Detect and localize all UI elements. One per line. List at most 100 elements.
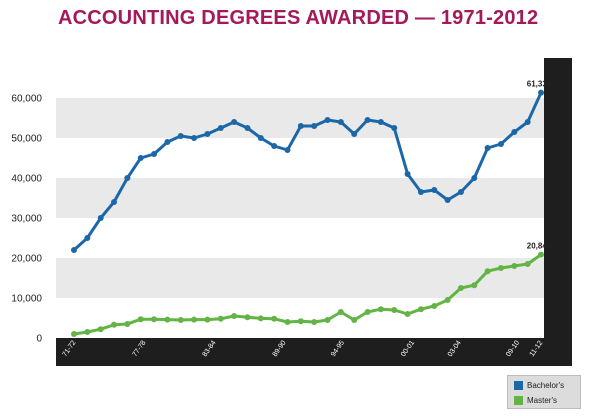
legend-swatch-bachelors (514, 381, 523, 390)
legend-swatch-masters (514, 396, 523, 405)
data-point (284, 319, 291, 325)
data-point (364, 117, 371, 123)
data-point (284, 147, 291, 153)
data-point (111, 321, 118, 328)
data-point (324, 117, 331, 123)
x-axis-bar (56, 338, 572, 366)
grid-band (56, 98, 544, 138)
data-point (417, 306, 424, 313)
data-point (204, 131, 211, 137)
data-point (257, 315, 264, 322)
data-point (524, 261, 531, 267)
legend-label-bachelors: Bachelor's (527, 381, 565, 390)
data-point (164, 316, 171, 323)
data-point (404, 171, 411, 177)
series-layer: 61,334 20,843 (71, 80, 552, 337)
data-point (84, 235, 91, 241)
data-label: 61,334 (527, 80, 552, 89)
data-point (417, 189, 424, 195)
data-point (404, 311, 411, 317)
data-point (337, 309, 344, 315)
grid-band (56, 178, 544, 218)
data-point (191, 316, 198, 323)
data-point (71, 247, 77, 253)
data-point (431, 303, 438, 309)
data-point (151, 316, 158, 323)
legend-item-masters: Master's (514, 396, 557, 405)
data-point (471, 282, 478, 289)
data-point (538, 251, 544, 258)
data-point (457, 285, 464, 291)
data-point (538, 89, 544, 96)
data-point (391, 125, 398, 131)
data-point (391, 307, 398, 313)
data-point (484, 145, 491, 151)
data-point (177, 317, 184, 323)
data-point (97, 215, 104, 221)
data-point (231, 313, 238, 319)
data-point (217, 315, 224, 322)
y-tick-label: 40,000 (11, 174, 42, 185)
data-point (151, 151, 158, 157)
data-point (137, 316, 144, 323)
data-point (351, 131, 358, 137)
data-point (524, 119, 531, 125)
data-point (111, 199, 118, 205)
y-tick-label: 50,000 (11, 134, 42, 145)
grid-band (56, 58, 544, 98)
data-point (324, 317, 331, 323)
legend-label-masters: Master's (527, 396, 557, 405)
data-point (97, 326, 104, 333)
data-point (217, 125, 224, 131)
data-label: 20,843 (527, 242, 552, 251)
data-point (497, 141, 504, 147)
data-point (377, 119, 384, 125)
y-tick-label: 0 (36, 334, 42, 345)
data-point (124, 175, 131, 181)
chart-title: ACCOUNTING DEGREES AWARDED — 1971-2012 (58, 7, 539, 29)
grid-band (56, 138, 544, 178)
y-tick-label: 20,000 (11, 254, 42, 265)
data-point (191, 135, 198, 141)
y-tick-label: 10,000 (11, 294, 42, 305)
grid-bands (56, 58, 544, 338)
data-point (311, 123, 318, 129)
data-point (231, 119, 238, 125)
data-point (364, 309, 371, 315)
data-point (257, 135, 264, 141)
data-point (337, 119, 344, 125)
data-point (311, 319, 318, 325)
data-point (297, 123, 304, 129)
data-point (444, 197, 451, 203)
grid-band (56, 258, 544, 298)
y-tick-label: 30,000 (11, 214, 42, 225)
data-point (471, 175, 478, 181)
data-point (377, 306, 384, 313)
chart-right-frame (544, 58, 572, 366)
data-point (511, 263, 518, 269)
grid-band (56, 218, 544, 258)
data-point (271, 143, 278, 149)
data-point (244, 125, 251, 131)
data-point (177, 133, 184, 139)
grid-band (56, 298, 544, 338)
data-point (297, 318, 304, 325)
data-point (244, 314, 251, 321)
data-point (497, 265, 504, 271)
legend-item-bachelors: Bachelor's (514, 381, 564, 390)
data-point (351, 317, 358, 323)
data-point (511, 129, 518, 135)
data-point (204, 316, 211, 323)
data-point (84, 329, 91, 335)
data-point (457, 189, 464, 195)
y-tick-label: 60,000 (11, 94, 42, 105)
data-point (71, 331, 77, 337)
legend: Bachelor's Master's (507, 375, 581, 409)
data-point (124, 321, 131, 327)
data-point (271, 315, 278, 322)
data-point (431, 187, 438, 193)
data-point (137, 155, 144, 161)
y-axis-ticks: 0 10,000 20,000 30,000 40,000 50,000 60,000 (11, 94, 42, 345)
data-point (484, 268, 491, 275)
